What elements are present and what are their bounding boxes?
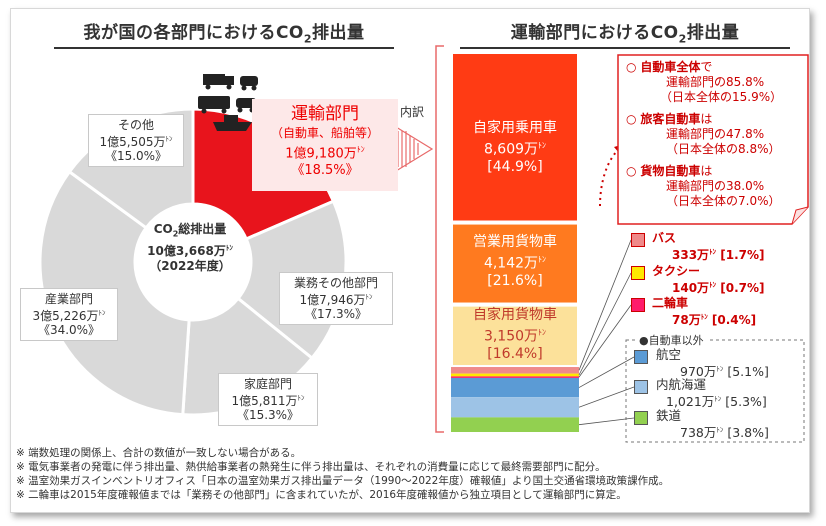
legend-bus-swatch <box>631 233 645 247</box>
callout-item-2: ○ 旅客自動車は 運輸部門の47.8% （日本全体の8.8%） <box>626 112 781 156</box>
legend-taxi-swatch <box>631 266 645 280</box>
label-business: 業務その他部門 1億7,946万ﾄﾝ 《17.3%》 <box>279 272 393 325</box>
legend-moto: 二輪車 78万ﾄﾝ [0.4%] <box>652 296 757 327</box>
label-industry: 産業部門 3億5,226万ﾄﾝ 《34.0%》 <box>20 288 118 341</box>
legend-air-swatch <box>634 350 648 364</box>
bar-label-truck-private: 自家用貨物車 3,150万ﾄﾝ [16.4%] <box>473 307 557 362</box>
right-title: 運輸部門におけるCO2排出量 <box>460 18 790 50</box>
transport-label: 運輸部門 （自動車、船舶等） 1億9,180万ﾄﾝ 《18.5%》 <box>252 99 398 191</box>
legend-rail-swatch <box>634 411 648 425</box>
donut-center-label: CO2総排出量 10億3,668万ﾄﾝ （2022年度） <box>147 222 233 274</box>
legend-bus: バス 333万ﾄﾝ [1.7%] <box>652 231 765 262</box>
legend-moto-swatch <box>631 298 645 312</box>
bar-label-truck-commercial: 営業用貨物車 4,142万ﾄﾝ [21.6%] <box>473 234 557 289</box>
legend-rail: 鉄道 738万ﾄﾝ [3.8%] <box>656 408 769 441</box>
label-other: その他 1億5,505万ﾄﾝ 《15.0%》 <box>88 114 184 167</box>
note-4: ※ 二輪車は2015年度確報値までは「業務その他部門」に含まれていたが、2016… <box>16 489 627 501</box>
label-household: 家庭部門 1億5,811万ﾄﾝ 《15.3%》 <box>218 373 318 426</box>
note-1: ※ 端数処理の関係上、合計の数値が一致しない場合がある。 <box>16 447 302 459</box>
legend-ship-swatch <box>634 380 648 394</box>
callout-item-1: ○ 自動車全体で 運輸部門の85.8% （日本全体の15.9%） <box>626 60 783 104</box>
non-car-header: ●自動車以外 <box>636 334 707 348</box>
legend-air: 航空 970万ﾄﾝ [5.1%] <box>656 347 769 380</box>
left-title: 我が国の各部門におけるCO2排出量 <box>54 18 394 50</box>
note-3: ※ 温室効果ガスインベントリオフィス「日本の温室効果ガス排出量データ（1990～… <box>16 475 670 487</box>
legend-taxi: タクシー 140万ﾄﾝ [0.7%] <box>652 264 765 295</box>
legend-ship: 内航海運 1,021万ﾄﾝ [5.3%] <box>656 377 767 410</box>
bar-label-car: 自家用乗用車 8,609万ﾄﾝ [44.9%] <box>473 120 557 175</box>
note-2: ※ 電気事業者の発電に伴う排出量、熱供給事業者の熱発生に伴う排出量は、それぞれの… <box>16 461 606 473</box>
callout-item-3: ○ 貨物自動車は 運輸部門の38.0% （日本全体の7.0%） <box>626 164 781 208</box>
naiyaku-label: 内訳 <box>400 105 425 119</box>
